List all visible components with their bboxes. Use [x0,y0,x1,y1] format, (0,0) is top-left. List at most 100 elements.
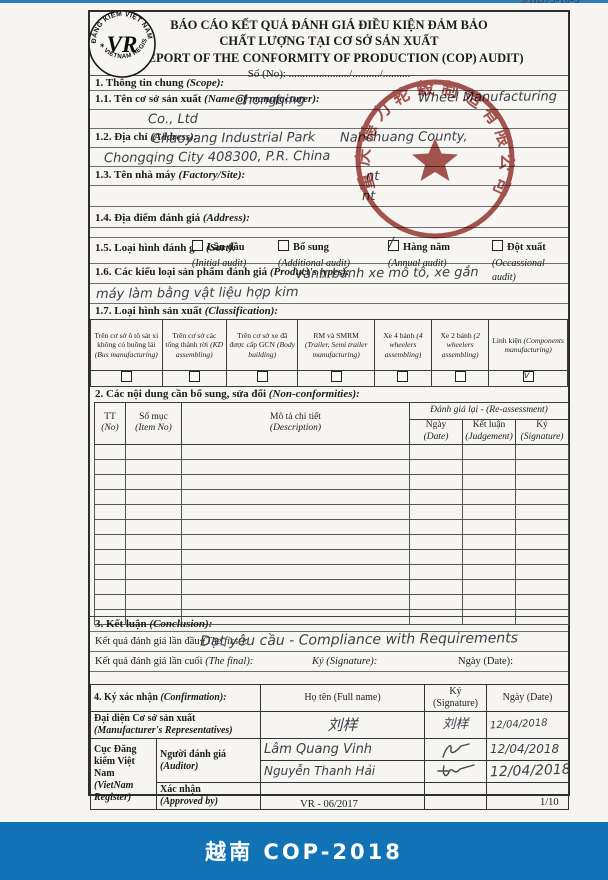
report-number-line: Số (No): ....................../........… [247,67,411,80]
spacer [90,672,568,684]
auditor-row-1: Cục Đăng kiểm Việt Nam (VietNam Register)… [90,738,569,810]
empty-row [94,488,570,505]
class-col-bus: Trên cơ sở ô tô sát xi không có buồng lá… [90,319,163,371]
nonconformities-table-wrap: TT (No) Số mục (Item No) Mô tả chi tiết (De… [90,402,570,625]
logo-vr-monogram: VR [107,32,138,57]
empty-row [94,563,570,580]
auditor-1-date: 12/04/2018 [486,738,569,761]
confirmation-table-wrap: 4. Ký xác nhận (Confirmation): Họ tên (F… [90,684,569,810]
class-col-components: Linh kiện (Components manufacturing) [488,319,568,371]
nc-header-row-2: Ngày (Date) Kết luận (Judgement) Ký (Signat… [95,419,570,445]
handwriting-manufacturer-3: Co., Ltd [147,111,199,128]
nc-col-item: Số mục (Item No) [125,402,182,445]
nc-col-description: Mô tả chi tiết (Description) [181,402,410,445]
field-product-types: 1.6. Các kiểu loại sản phẩm đánh giá (Pr… [90,264,568,284]
approved-by-signature [424,782,487,810]
form-header: BÁO CÁO KẾT QUẢ ĐÁNH GIÁ ĐIỀU KIỆN ĐẢM B… [90,12,568,80]
sort-option-occasional: Đột xuất (Occassional audit) [492,240,546,283]
checkbox-kd [188,371,200,382]
handwriting-conclusion: Đạt yêu cầu - Compliance with Requiremen… [199,630,519,650]
handwriting-nt-1: nt [365,168,380,185]
checkbox-2wheel [454,371,466,382]
checkbox-initial [192,240,203,251]
sort-option-annual: ∕ Hàng năm (Annual audit) [388,235,450,269]
field-manufacturer-name-cont: Co., Ltd [90,110,568,129]
class-col-2wheel: Xe 2 bánh (2 wheelers assembling) [431,319,490,371]
checkbox-occasional [492,240,503,251]
auditor-row-2: Nguyễn Thanh Hải 12/04/2018 [91,760,569,783]
nc-col-date: Ngày (Date) [409,419,463,445]
field-product-types-cont: máy làm bằng vật liệu hợp kim [90,284,568,304]
top-blue-line [0,0,608,3]
handwriting-nt-2: nt [361,188,376,205]
field-classification-heading: 1.7. Loại hình sản xuất (Classification)… [95,305,279,317]
auditor-1-signature [424,738,487,761]
empty-row [94,518,570,535]
class-col-4wheel: Xe 4 bánh (4 wheelers assembling) [373,319,433,371]
signature-scribble-2 [436,763,475,776]
signature-scribble-1 [441,742,470,758]
confirmation-table: 4. Ký xác nhận (Confirmation): Họ tên (F… [90,684,569,810]
classification-checkbox-row: v [90,369,568,388]
page-number: 1/10 [540,797,559,808]
checkbox-components-checked: v [522,371,534,382]
nc-header-row-1: TT (No) Số mục (Item No) Mô tả chi tiết (De… [94,402,570,445]
handwriting-products-2: máy làm bằng vật liệu hợp kim [95,284,299,303]
approved-by-date [486,782,569,810]
nc-col-judgement: Kết luận (Judgement) [462,419,516,445]
sort-option-additional: Bổ sung (Additional audit) [278,240,350,269]
empty-row [94,503,570,520]
manufacturer-rep-label: Đại diện Cơ sở sản xuất (Manufacturer's R… [90,711,261,739]
manufacturer-rep-row: Đại diện Cơ sở sản xuất (Manufacturer's R… [90,711,569,739]
title-line-2: CHẤT LƯỢNG TẠI CƠ SỞ SẢN XUẤT [219,34,439,49]
checkbox-trailer [330,371,342,382]
handwriting-address-3: Chongqing City 408300, P.R. China [103,148,331,167]
blank-ruled-line [90,228,568,238]
checkbox-annual-checked: ∕ [388,235,399,251]
col-signature: Ký (Signature) [424,684,487,712]
empty-row [94,473,570,490]
auditor-1-name: Lâm Quang Vinh [260,738,425,761]
conclusion-final: Kết quả đánh giá lần cuối (The final): K… [90,652,568,672]
form-sheet: BÁO CÁO KẾT QUẢ ĐÁNH GIÁ ĐIỀU KIỆN ĐẢM B… [88,10,570,810]
classification-table: Trên cơ sở ô tô sát xi không có buồng lá… [90,319,568,388]
conclusion-first: Kết quả đánh giá lần đầu (The first): Đạ… [90,630,568,652]
empty-row [94,548,570,565]
approved-by-name [260,782,425,810]
auditor-label: Người đánh giá (Auditor) [156,738,261,783]
approved-by-label: Xác nhận (Approved by) [156,782,261,810]
handwriting-products-1: Vành bánh xe mô tô, xe gắn [294,265,479,282]
form-code-footer: VR - 06/2017 [300,799,358,810]
classification-table-wrap: Trên cơ sở ô tô sát xi không có buồng lá… [90,319,568,388]
class-col-kd: Trên cơ sở các tổng thành rời (KD assemb… [161,319,227,371]
empty-row [94,593,570,610]
confirmation-heading: 4. Ký xác nhận (Confirmation): [90,684,261,712]
auditor-2-signature [424,760,487,783]
auditor-2-name: Nguyễn Thanh Hải [260,760,425,783]
bottom-banner: 越南 COP-2018 [0,822,608,880]
nc-col-signature: Ký (Signature) [514,419,570,445]
title-line-1: BÁO CÁO KẾT QUẢ ĐÁNH GIÁ ĐIỀU KIỆN ĐẢM B… [170,18,488,32]
section1-heading: 1. Thông tin chung (Scope): [90,76,568,91]
handwriting-manufacturer-1: Chongqing [234,92,306,109]
class-col-body: Trên cơ sở xe đã được cấp GCN (Body buil… [225,319,299,371]
checkbox-4wheel [397,371,409,382]
empty-row [94,533,570,550]
confirmation-header-row: 4. Ký xác nhận (Confirmation): Họ tên (F… [90,684,569,712]
nonconformities-table: TT (No) Số mục (Item No) Mô tả chi tiết (De… [94,402,570,625]
nc-col-no: TT (No) [94,402,126,445]
field-audit-location: 1.4. Địa điểm đánh giá (Address): [90,207,568,228]
auditor-2-date: 12/04/2018 [486,760,569,783]
handwriting-address-2: Nanchuang County, [339,129,468,146]
col-full-name: Họ tên (Full name) [260,684,425,712]
sort-option-initial: Lần đầu (Initial audit) [192,240,247,269]
manufacturer-rep-signature: 刘样 [424,711,487,739]
field-manufacturer-name: 1.1. Tên cơ sở sản xuất (Name of manufac… [90,89,568,110]
classification-header-row: Trên cơ sở ô tô sát xi không có buồng lá… [90,319,568,371]
field-factory-site: 1.3. Tên nhà máy (Factory/Site): nt [90,167,568,186]
section3-heading: 3. Kết luận (Conclusion): [90,616,568,632]
final-date-label: Ngày (Date): [458,656,514,667]
field-audit-sort: 1.5. Loại hình đánh giá (Sort): Lần đầu … [90,235,568,283]
approved-by-row: Xác nhận (Approved by) [91,782,569,810]
